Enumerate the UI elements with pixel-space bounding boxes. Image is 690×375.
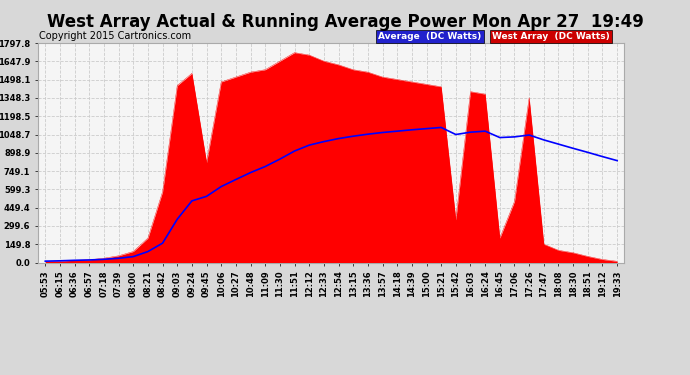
Text: Average  (DC Watts): Average (DC Watts) bbox=[378, 32, 482, 41]
Text: Copyright 2015 Cartronics.com: Copyright 2015 Cartronics.com bbox=[39, 31, 190, 41]
Text: West Array Actual & Running Average Power Mon Apr 27  19:49: West Array Actual & Running Average Powe… bbox=[46, 13, 644, 31]
Text: West Array  (DC Watts): West Array (DC Watts) bbox=[493, 32, 610, 41]
